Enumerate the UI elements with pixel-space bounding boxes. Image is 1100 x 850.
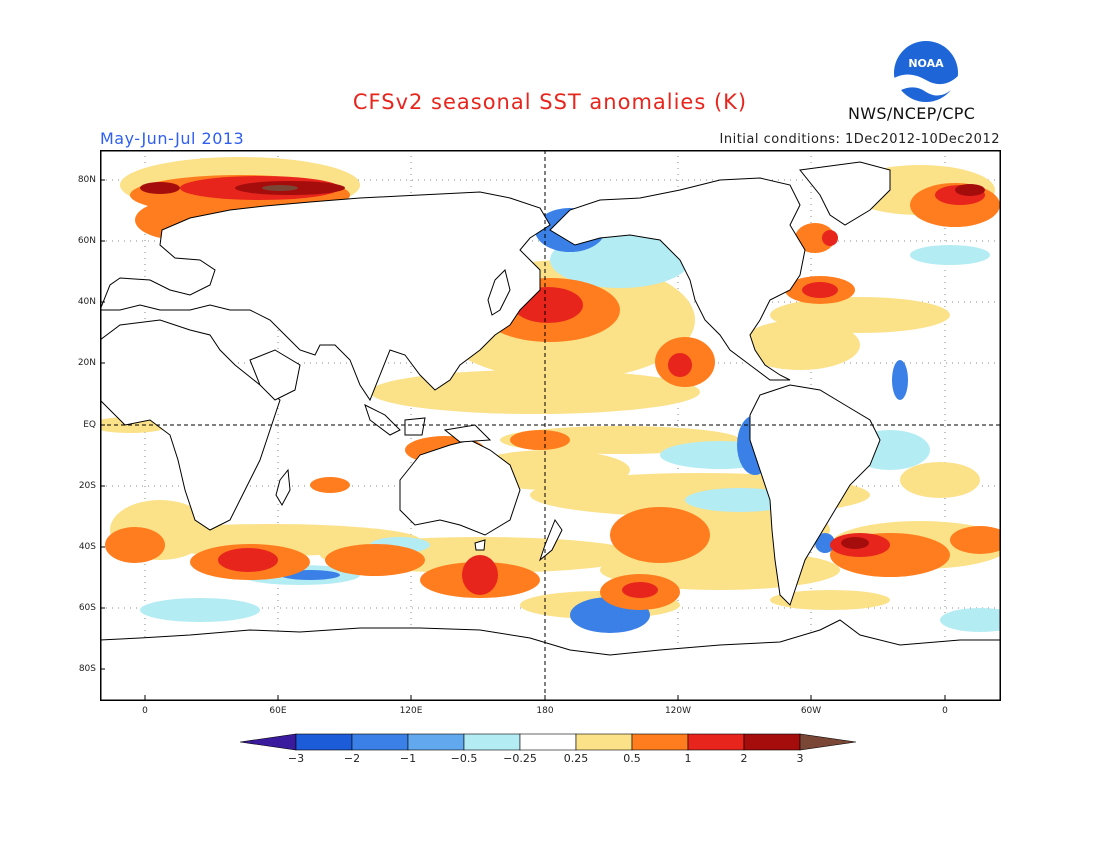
lon-label: 120E bbox=[399, 706, 423, 716]
lat-label: 40S bbox=[78, 542, 96, 552]
colorbar-label: −2 bbox=[343, 752, 361, 765]
forecast-period: May-Jun-Jul 2013 bbox=[100, 129, 245, 148]
colorbar-label: −0.5 bbox=[450, 752, 478, 765]
lat-label: 60N bbox=[77, 236, 96, 246]
colorbar-label: 0.5 bbox=[623, 752, 641, 765]
logo-text: NOAA bbox=[908, 57, 944, 70]
lat-label: EQ bbox=[83, 420, 96, 430]
axis-ticks bbox=[100, 179, 946, 700]
colorbar-segment bbox=[240, 733, 297, 751]
colorbar-label: 0.25 bbox=[563, 752, 589, 765]
colorbar-label: 2 bbox=[740, 752, 748, 765]
lat-label: 20S bbox=[78, 481, 96, 491]
initial-conditions: Initial conditions: 1Dec2012-10Dec2012 bbox=[719, 132, 1000, 147]
organization-label: NWS/NCEP/CPC bbox=[848, 104, 976, 123]
lon-label: 0 bbox=[942, 706, 948, 716]
colorbar-segment bbox=[519, 733, 577, 751]
colorbar-segment bbox=[575, 733, 633, 751]
colorbar-label: 1 bbox=[684, 752, 692, 765]
colorbar-segment bbox=[407, 733, 465, 751]
colorbar-segment bbox=[799, 733, 857, 751]
colorbar-segment bbox=[743, 733, 801, 751]
lat-label: 80S bbox=[78, 664, 96, 674]
lon-label: 120W bbox=[664, 706, 692, 716]
lon-label: 60E bbox=[269, 706, 287, 716]
colorbar-segment bbox=[631, 733, 689, 751]
colorbar-label: −3 bbox=[287, 752, 305, 765]
lat-label: 60S bbox=[78, 603, 96, 613]
colorbar-segment bbox=[687, 733, 745, 751]
lat-label: 40N bbox=[77, 297, 96, 307]
color-bar bbox=[240, 733, 857, 751]
colorbar-segment bbox=[463, 733, 521, 751]
sst-anomaly-map bbox=[100, 150, 1001, 701]
colorbar-segment bbox=[351, 733, 409, 751]
colorbar-label: −1 bbox=[399, 752, 417, 765]
colorbar-segment bbox=[295, 733, 353, 751]
lat-label: 20N bbox=[77, 358, 96, 368]
colorbar-label: −0.25 bbox=[503, 752, 537, 765]
continent-outlines bbox=[100, 161, 1001, 701]
lon-label: 60W bbox=[800, 706, 822, 716]
lon-label: 0 bbox=[142, 706, 148, 716]
lat-label: 80N bbox=[77, 175, 96, 185]
lon-label: 180 bbox=[536, 706, 554, 716]
warm-peak-anomalies bbox=[262, 185, 298, 191]
chart-title: CFSv2 seasonal SST anomalies (K) bbox=[352, 90, 748, 114]
noaa-logo: NOAA bbox=[894, 41, 959, 106]
colorbar-label: 3 bbox=[796, 752, 804, 765]
